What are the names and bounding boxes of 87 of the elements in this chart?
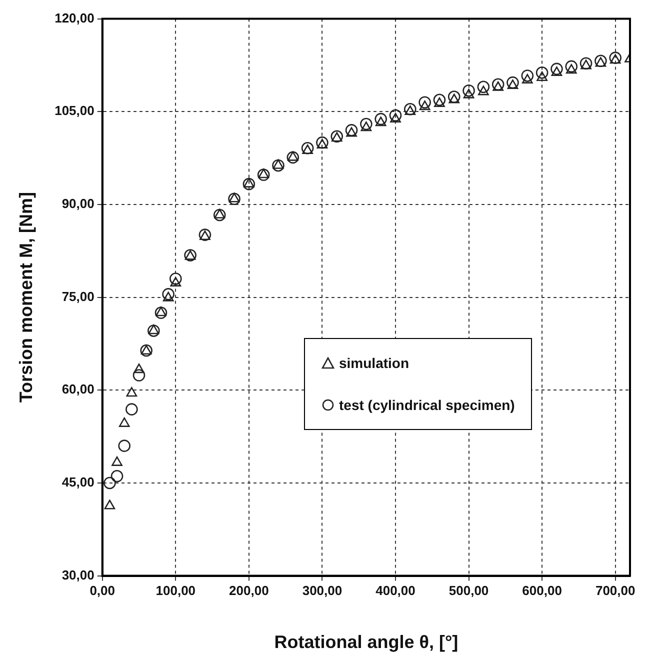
- y-axis-title: Torsion moment M, [Nm]: [16, 192, 36, 403]
- point: [566, 64, 577, 74]
- point: [492, 81, 504, 91]
- point: [148, 324, 160, 337]
- point: [418, 96, 431, 108]
- x-tick-label: 100,00: [156, 583, 196, 598]
- legend-label: simulation: [339, 355, 410, 371]
- point: [345, 124, 358, 136]
- x-tick-label: 200,00: [229, 583, 269, 598]
- point: [477, 80, 490, 94]
- point: [374, 112, 387, 126]
- point: [448, 94, 460, 104]
- point: [507, 79, 518, 90]
- point: [375, 116, 386, 126]
- point: [536, 66, 548, 79]
- point: [110, 470, 124, 482]
- point: [565, 60, 578, 73]
- point: [594, 54, 607, 68]
- point: [112, 456, 122, 466]
- point: [390, 112, 401, 122]
- point: [213, 208, 226, 222]
- y-tick-label: 45,00: [62, 474, 94, 490]
- point: [244, 178, 254, 188]
- x-tick-label: 700,00: [595, 583, 636, 598]
- point: [242, 178, 256, 190]
- point: [389, 109, 402, 122]
- point: [162, 292, 174, 302]
- point: [580, 57, 592, 70]
- point: [506, 76, 519, 89]
- point: [272, 159, 284, 169]
- y-tick-label: 105,00: [54, 103, 94, 118]
- point: [609, 52, 622, 64]
- x-tick-label: 400,00: [376, 583, 416, 598]
- point: [154, 306, 168, 319]
- point: [316, 136, 328, 149]
- point: [478, 86, 489, 96]
- point: [595, 57, 606, 67]
- point: [360, 118, 372, 130]
- point: [316, 138, 328, 148]
- point: [580, 60, 592, 70]
- point: [134, 364, 144, 374]
- point: [492, 78, 504, 91]
- point: [148, 324, 160, 334]
- point: [433, 94, 446, 106]
- point: [228, 192, 240, 202]
- point: [258, 168, 269, 178]
- y-tick-label: 120,00: [54, 10, 94, 26]
- point: [462, 84, 475, 97]
- y-tick-label: 75,00: [62, 288, 94, 304]
- point: [521, 70, 534, 82]
- point: [118, 440, 130, 452]
- point: [104, 476, 116, 490]
- point: [156, 306, 166, 316]
- point: [287, 151, 298, 161]
- point: [170, 276, 182, 286]
- point: [228, 192, 240, 206]
- point: [286, 151, 300, 164]
- point: [104, 500, 116, 510]
- y-tick-label: 90,00: [62, 196, 94, 212]
- point: [272, 159, 284, 172]
- y-tick-label: 30,00: [62, 567, 94, 582]
- point: [118, 417, 130, 427]
- x-tick-label: 0,00: [90, 583, 116, 598]
- x-axis-title: Rotational angle θ, [°]: [274, 632, 458, 652]
- point: [522, 74, 533, 84]
- x-tick-label: 500,00: [448, 583, 489, 598]
- point: [551, 66, 562, 76]
- point: [419, 100, 430, 110]
- point: [214, 208, 226, 218]
- point: [536, 71, 548, 81]
- point: [126, 387, 138, 397]
- point: [126, 403, 138, 416]
- x-tick-label: 300,00: [302, 583, 342, 598]
- point: [162, 288, 174, 300]
- point: [463, 88, 474, 98]
- x-tick-label: 600,00: [522, 583, 562, 598]
- point: [550, 62, 563, 76]
- legend-label: test (cylindrical specimen): [339, 397, 515, 413]
- point: [448, 90, 460, 103]
- point: [169, 272, 182, 285]
- point: [132, 369, 146, 382]
- point: [360, 122, 372, 132]
- point: [610, 54, 621, 64]
- y-tick-label: 60,00: [62, 382, 94, 397]
- point: [257, 168, 270, 181]
- point: [346, 127, 357, 137]
- point: [434, 97, 445, 107]
